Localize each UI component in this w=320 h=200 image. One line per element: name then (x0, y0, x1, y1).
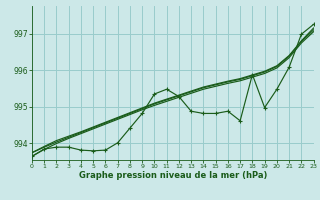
X-axis label: Graphe pression niveau de la mer (hPa): Graphe pression niveau de la mer (hPa) (79, 171, 267, 180)
